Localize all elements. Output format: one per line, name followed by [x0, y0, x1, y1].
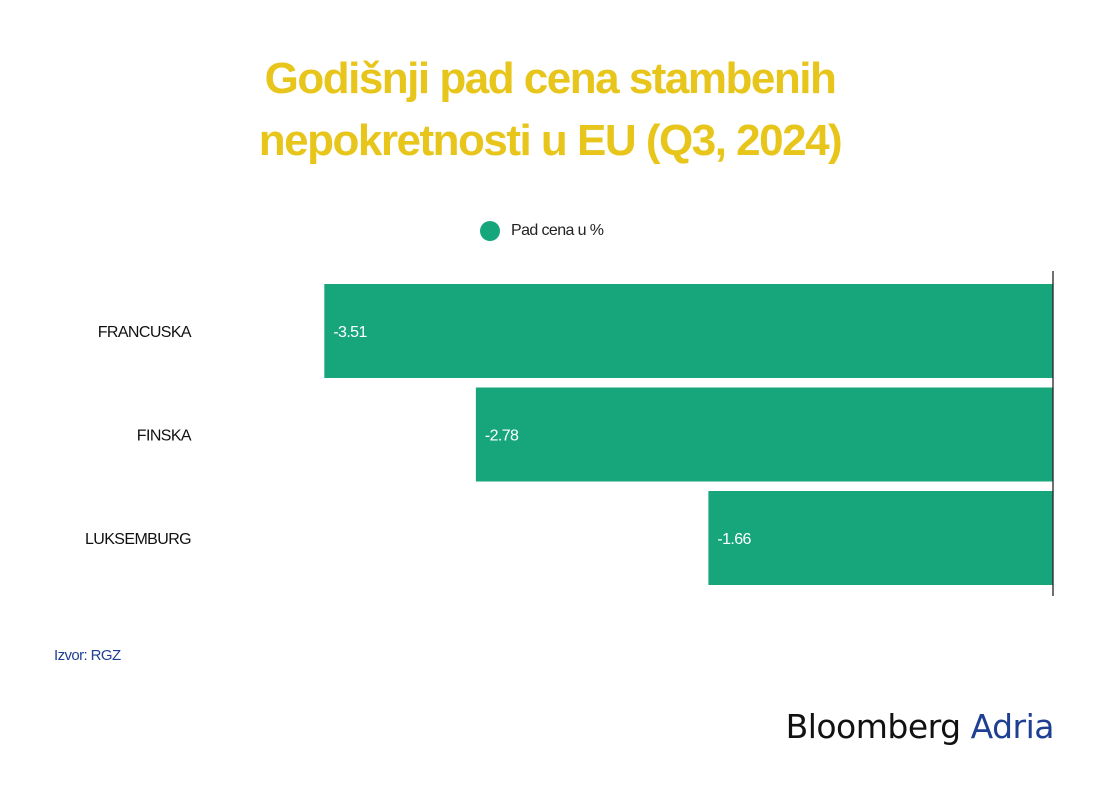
chart-title-line-1: Godišnji pad cena stambenih — [264, 54, 837, 103]
bar-finska — [475, 387, 1053, 482]
bar-luksemburg — [708, 491, 1053, 585]
category-label-finska: FINSKA — [137, 428, 192, 445]
legend-label: Pad cena u % — [511, 222, 604, 239]
data-label-finska: -2.78 — [485, 428, 519, 445]
legend-marker — [480, 221, 500, 241]
data-label-francuska: -3.51 — [333, 324, 367, 341]
brand-accent: Adria — [970, 707, 1055, 746]
source-note: Izvor: RGZ — [54, 647, 121, 664]
chart-title-line-2: nepokretnosti u EU (Q3, 2024) — [258, 116, 843, 165]
brand-logo: Bloomberg Adria — [785, 707, 1055, 746]
brand-name: Bloomberg — [785, 707, 962, 746]
data-label-luksemburg: -1.66 — [717, 531, 751, 548]
category-label-luksemburg: LUKSEMBURG — [85, 531, 191, 548]
chart-legend: Pad cena u % — [480, 218, 604, 244]
bar-francuska — [324, 284, 1054, 378]
category-label-francuska: FRANCUSKA — [98, 324, 192, 341]
chart-title: Godišnji pad cena stambenih nepokretnost… — [0, 48, 1100, 172]
